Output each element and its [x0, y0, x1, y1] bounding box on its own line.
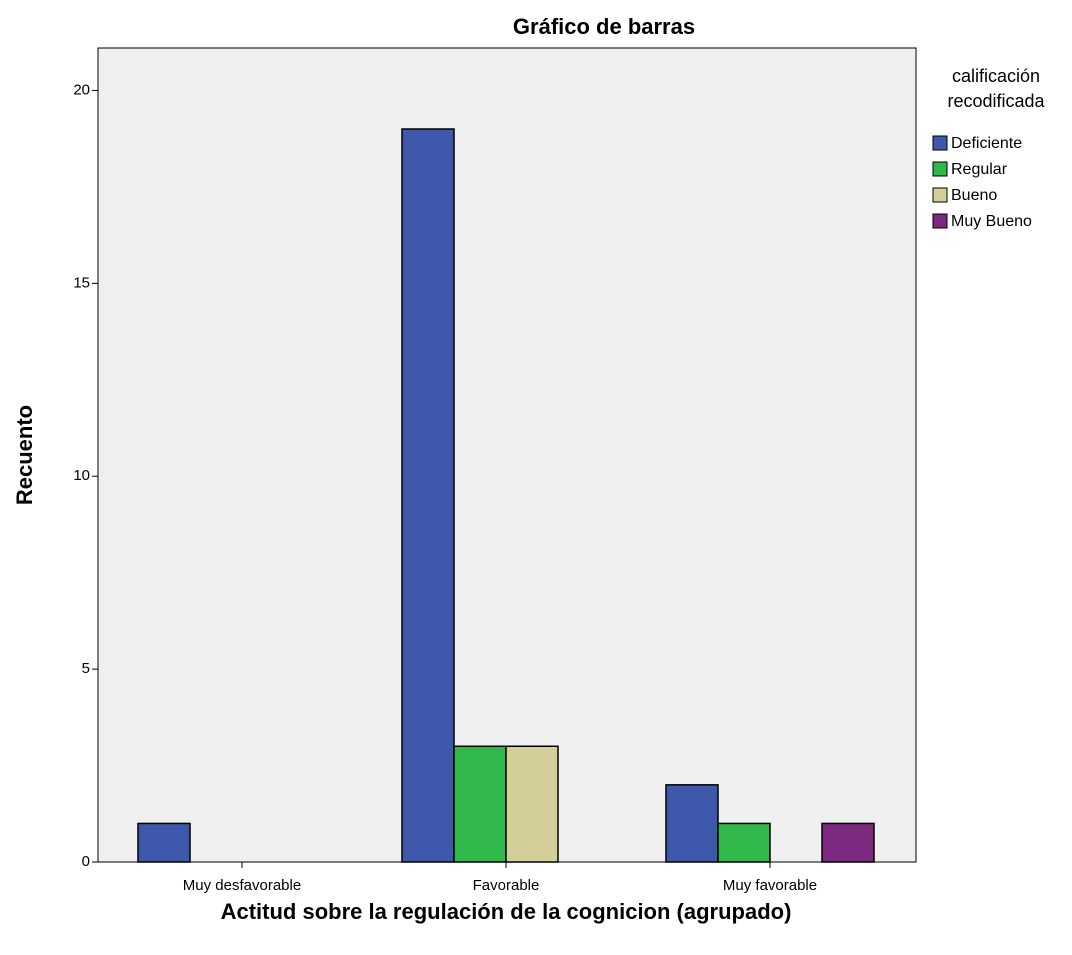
legend-label: Bueno [951, 187, 997, 204]
legend-label: Muy Bueno [951, 213, 1032, 230]
legend-swatch [932, 161, 948, 177]
legend-label: Regular [951, 161, 1008, 178]
legend-swatch [932, 187, 948, 203]
y-tick-label: 5 [82, 660, 90, 677]
legend-swatch [932, 213, 948, 229]
plot-area [97, 47, 917, 863]
bar [453, 745, 507, 863]
x-tick-label: Favorable [473, 877, 540, 894]
bar [665, 784, 719, 863]
bar [137, 822, 191, 863]
bar [821, 822, 875, 863]
x-tick-label: Muy desfavorable [183, 877, 301, 894]
x-tick-label: Muy favorable [723, 877, 817, 894]
legend-title: recodificada [947, 91, 1045, 111]
y-tick-label: 15 [73, 274, 90, 291]
chart-title: Gráfico de barras [513, 14, 695, 39]
bar [401, 128, 455, 863]
legend-title: calificación [952, 66, 1040, 86]
bar [505, 745, 559, 863]
bar [717, 822, 771, 863]
legend-swatch [932, 135, 948, 151]
y-tick-label: 10 [73, 467, 90, 484]
y-axis-label: Recuento [12, 405, 37, 505]
y-tick-label: 0 [82, 853, 90, 870]
x-axis-label: Actitud sobre la regulación de la cognic… [221, 899, 792, 924]
y-tick-label: 20 [73, 81, 90, 98]
legend-label: Deficiente [951, 135, 1022, 152]
